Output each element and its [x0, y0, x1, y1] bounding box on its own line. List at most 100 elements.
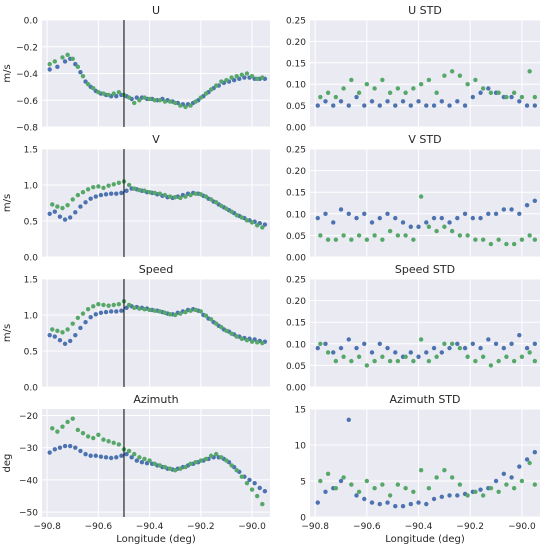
data-point — [103, 455, 109, 460]
data-point — [47, 67, 52, 72]
data-point — [395, 86, 401, 91]
data-point — [349, 358, 354, 364]
data-point — [511, 486, 517, 491]
panel-6: 0.00 0.05 0.10 0.15 0.20 0.25 Speed STD — [286, 263, 540, 394]
data-point — [224, 206, 229, 211]
data-point — [126, 182, 132, 188]
data-point — [214, 200, 219, 205]
data-point — [470, 341, 476, 346]
data-point — [532, 103, 538, 108]
data-point — [442, 73, 447, 78]
data-point — [219, 325, 224, 330]
y-tick-label: 0.0 — [24, 17, 39, 27]
data-point — [93, 194, 98, 199]
data-point — [325, 237, 331, 242]
data-point — [260, 340, 265, 346]
data-point — [473, 358, 478, 364]
data-point — [449, 341, 455, 346]
y-tick-label: 0.15 — [286, 319, 306, 329]
data-point — [188, 308, 193, 313]
data-point — [509, 341, 514, 346]
data-point — [434, 90, 439, 95]
data-point — [527, 69, 532, 74]
data-point — [449, 475, 455, 480]
x-axis-label: Longitude (deg) — [385, 534, 465, 545]
data-point — [393, 103, 398, 108]
data-point — [203, 456, 209, 462]
data-point — [116, 302, 122, 307]
y-tick-label: 0.00 — [286, 384, 306, 394]
y-tick-label: −30 — [19, 444, 38, 454]
data-point — [449, 69, 455, 74]
data-point — [408, 501, 413, 507]
y-tick-label: −0.4 — [16, 70, 38, 80]
data-point — [203, 194, 209, 199]
data-point — [442, 341, 447, 346]
data-point — [377, 215, 382, 221]
data-point — [411, 358, 416, 364]
data-point — [527, 350, 532, 355]
data-point — [116, 90, 122, 95]
data-point — [157, 309, 163, 314]
data-point — [98, 192, 104, 198]
data-point — [501, 345, 507, 351]
data-point — [356, 354, 362, 359]
data-point — [262, 222, 268, 227]
series-green — [50, 179, 265, 230]
data-point — [385, 500, 390, 505]
panel-4: 0.00 0.05 0.10 0.15 0.20 0.25 V STD — [286, 133, 540, 264]
data-point — [83, 320, 88, 325]
data-point — [132, 305, 137, 310]
data-point — [478, 90, 483, 95]
data-point — [418, 82, 424, 87]
data-point — [488, 241, 494, 247]
data-point — [439, 350, 444, 355]
data-point — [504, 354, 509, 359]
data-point — [532, 237, 538, 242]
data-point — [325, 350, 331, 355]
data-point — [323, 99, 328, 104]
data-point — [354, 493, 359, 498]
data-point — [254, 76, 260, 82]
data-point — [369, 99, 375, 104]
y-tick-label: 5 — [300, 478, 306, 488]
data-point — [424, 220, 429, 225]
data-point — [431, 103, 437, 108]
data-point — [249, 73, 255, 79]
data-point — [126, 448, 132, 454]
data-point — [137, 306, 142, 311]
data-point — [244, 218, 250, 223]
x-tick-label: −90.8 — [301, 522, 329, 532]
data-point — [532, 94, 538, 100]
plot-area — [310, 279, 540, 387]
data-point — [473, 489, 478, 494]
data-point — [244, 71, 250, 76]
data-point — [193, 459, 198, 465]
data-point — [147, 307, 152, 313]
data-point — [416, 224, 421, 229]
data-point — [354, 345, 359, 351]
data-point — [229, 463, 234, 468]
data-point — [224, 328, 229, 334]
data-point — [447, 103, 452, 108]
data-point — [137, 98, 142, 103]
data-point — [96, 432, 101, 437]
data-point — [75, 192, 81, 198]
data-point — [75, 427, 81, 433]
data-point — [198, 309, 204, 314]
panel-7: −50 −40 −30 −20 −90.8 −90.6 −90.4 −90.2 −90.0 Azi… — [2, 393, 270, 545]
data-point — [183, 104, 188, 110]
data-point — [434, 475, 439, 480]
data-point — [480, 237, 486, 242]
data-point — [70, 197, 75, 202]
plot-area — [42, 149, 270, 257]
data-point — [73, 332, 78, 338]
data-point — [403, 90, 408, 95]
data-point — [73, 210, 78, 215]
data-point — [60, 330, 65, 335]
series-green — [318, 337, 538, 368]
data-point — [362, 496, 367, 502]
data-point — [147, 190, 152, 195]
data-point — [65, 419, 70, 425]
data-point — [519, 94, 525, 100]
